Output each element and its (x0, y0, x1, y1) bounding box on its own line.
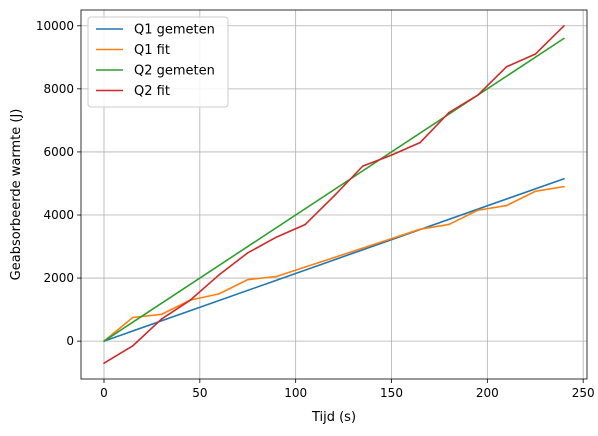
x-tick-label: 50 (192, 386, 207, 400)
data-point (390, 154, 393, 156)
data-point (505, 204, 508, 207)
x-tick-label: 150 (380, 386, 403, 400)
data-point (390, 237, 393, 240)
series-q2-gemeten (103, 37, 565, 342)
y-tick-label: 8000 (43, 82, 74, 96)
data-point (476, 94, 479, 96)
x-axis-label: Tijd (s) (311, 410, 356, 425)
data-point (218, 274, 220, 276)
series-line (103, 37, 565, 342)
data-point (333, 195, 335, 197)
data-point (534, 190, 537, 193)
data-point (361, 165, 364, 167)
data-point (246, 252, 249, 254)
data-point (476, 209, 479, 212)
data-point (304, 223, 307, 226)
series-line (103, 177, 565, 342)
data-point (218, 293, 220, 295)
data-point (505, 65, 508, 68)
data-point (304, 266, 307, 268)
y-axis-label: Geabsorbeerde warmte (J) (9, 109, 24, 281)
series-q1-fit (103, 185, 565, 342)
x-tick-label: 0 (100, 386, 108, 400)
data-point (448, 223, 450, 226)
legend-label: Q2 gemeten (134, 64, 215, 79)
data-point (189, 299, 192, 301)
data-point (103, 362, 105, 365)
data-point (103, 340, 105, 342)
plot-frame (80, 9, 588, 380)
y-tick-label: 2000 (43, 271, 74, 285)
x-tick-label: 100 (284, 386, 307, 400)
data-point (563, 37, 565, 40)
data-point (563, 177, 565, 180)
x-tick-label: 200 (476, 386, 499, 400)
data-point (419, 228, 422, 230)
data-point (160, 313, 163, 316)
legend-label: Q1 gemeten (134, 23, 215, 38)
legend-box (87, 16, 229, 108)
data-point (534, 53, 537, 55)
data-point (131, 345, 134, 347)
series-q2-fit (103, 24, 565, 365)
data-point (275, 275, 278, 278)
grid-lines (81, 10, 587, 379)
data-point (563, 185, 565, 188)
legend: Q1 gemeten Q1 fit Q2 gemeten Q2 fit (87, 16, 229, 108)
data-point (563, 24, 565, 27)
data-point (361, 247, 364, 249)
y-tick-label: 10000 (36, 19, 74, 33)
data-point (131, 316, 134, 319)
data-point (275, 236, 278, 238)
y-axis-ticks: 0 2000 4000 6000 8000 10000 (36, 19, 81, 348)
data-point (160, 318, 163, 320)
data-point (448, 111, 450, 114)
data-point (419, 141, 422, 144)
x-tick-label: 250 (572, 386, 595, 400)
legend-label: Q2 fit (134, 84, 170, 99)
y-tick-label: 0 (66, 334, 74, 348)
series-lines (103, 24, 565, 365)
y-tick-label: 4000 (43, 208, 74, 222)
data-point (333, 256, 335, 259)
y-tick-label: 6000 (43, 145, 74, 159)
x-axis-ticks: 0 50 100 150 200 250 (100, 379, 595, 400)
data-point (246, 278, 249, 281)
legend-label: Q1 fit (134, 43, 170, 58)
